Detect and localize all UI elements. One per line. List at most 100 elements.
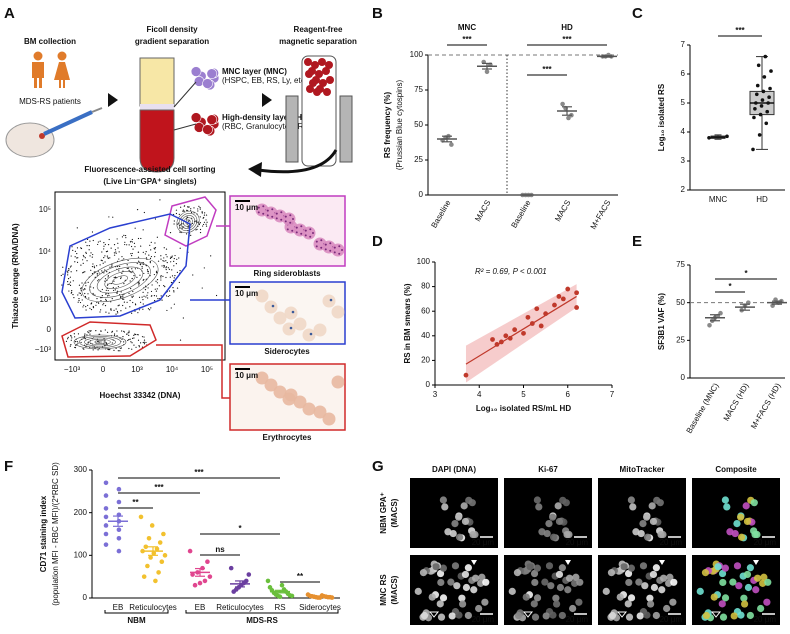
granule — [333, 251, 336, 254]
flow-event — [179, 231, 181, 233]
data-point — [755, 83, 760, 88]
flow-event — [132, 295, 134, 297]
data-point — [289, 593, 295, 599]
cell — [723, 503, 731, 511]
flow-event — [117, 265, 119, 268]
flow-event — [152, 266, 155, 268]
flow-event — [128, 331, 130, 334]
flow-event — [111, 266, 113, 268]
data-point — [512, 327, 518, 333]
cell — [530, 569, 539, 578]
cell — [547, 582, 555, 590]
flow-event — [120, 297, 122, 299]
flow-event — [124, 234, 127, 237]
cell — [641, 582, 649, 590]
flow-event — [178, 213, 180, 215]
y-tick-label: 25 — [414, 155, 423, 164]
flow-event — [161, 265, 163, 267]
flow-event — [100, 309, 102, 311]
flow-event — [163, 257, 165, 259]
flow-event — [142, 341, 144, 344]
flow-event — [74, 250, 76, 252]
flow-event — [198, 223, 201, 226]
flow-event — [182, 210, 184, 212]
flow-arrow — [108, 93, 118, 107]
flow-event — [202, 223, 205, 226]
y-tick-label: 0 — [681, 373, 686, 382]
flow-event — [69, 284, 72, 286]
cell — [624, 569, 633, 578]
flow-event — [142, 279, 144, 281]
flow-event — [89, 307, 91, 309]
flow-event — [136, 276, 138, 278]
flow-event — [79, 292, 82, 294]
flow-event — [138, 346, 140, 348]
label: (RBC, Granulocytes, RS) — [222, 122, 312, 131]
flow-event — [190, 211, 193, 214]
flow-event — [98, 272, 100, 274]
contour — [81, 257, 159, 303]
axis-label: Log₁₀ isolated RS/mL HD — [476, 404, 571, 413]
flow-event — [157, 298, 159, 300]
column-header: Composite — [715, 465, 757, 474]
granule — [257, 206, 260, 209]
cell — [282, 392, 296, 406]
y-tick-label: 100 — [410, 50, 424, 59]
flow-event — [112, 286, 114, 289]
significance-label: ns — [215, 545, 225, 554]
flow-event — [80, 294, 82, 296]
flow-event — [113, 333, 116, 335]
flow-event — [80, 264, 82, 266]
contour — [96, 266, 144, 294]
cell — [746, 564, 754, 572]
cell — [576, 578, 584, 586]
granule — [280, 218, 283, 221]
flow-event — [130, 253, 132, 255]
flow-event — [154, 251, 156, 253]
flow-event — [130, 245, 133, 248]
cell — [558, 564, 566, 572]
flow-event — [90, 303, 92, 305]
flow-event — [86, 244, 88, 247]
flow-event — [116, 238, 118, 240]
flow-event — [79, 301, 82, 304]
flow-event — [174, 254, 176, 257]
flow-event — [77, 342, 79, 344]
granule — [289, 214, 292, 217]
flow-event — [93, 265, 95, 267]
cell — [459, 600, 467, 608]
cell — [533, 564, 541, 572]
contour — [84, 337, 116, 347]
flow-event — [70, 255, 72, 257]
cell — [455, 533, 464, 541]
flow-event — [210, 255, 212, 257]
flow-event — [133, 337, 135, 339]
cell — [315, 70, 323, 78]
x-tick-label: 7 — [610, 390, 615, 399]
group-label: MNC — [458, 23, 476, 32]
flow-event — [117, 305, 119, 307]
y-tick-label: 10⁴ — [39, 247, 52, 256]
flow-event — [103, 248, 105, 250]
flow-event — [193, 207, 195, 209]
scale-bar-label: 20 μm — [566, 538, 589, 547]
x-tick-label: 5 — [521, 390, 526, 399]
flow-event — [140, 237, 142, 240]
data-point — [103, 480, 109, 486]
axis-note: (population MFI - RBC MFI)/(2*RBC SD) — [51, 462, 60, 606]
flow-event — [199, 216, 201, 218]
flow-event — [85, 309, 87, 311]
y-tick-label: 2 — [681, 185, 686, 194]
cell — [625, 578, 633, 587]
contour — [73, 334, 127, 350]
flow-event — [82, 306, 84, 308]
flow-event — [149, 262, 151, 264]
flow-event — [130, 341, 132, 343]
flow-event — [121, 272, 123, 274]
flow-event — [163, 284, 165, 287]
flow-event — [173, 265, 175, 267]
data-point — [769, 69, 773, 73]
data-point — [754, 92, 759, 97]
cell — [255, 289, 269, 303]
cell — [448, 612, 456, 620]
